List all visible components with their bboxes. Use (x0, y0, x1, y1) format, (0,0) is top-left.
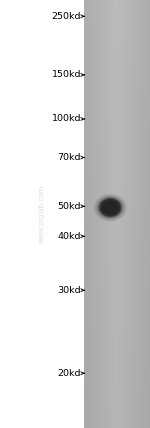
Text: 40kd: 40kd (57, 232, 81, 241)
Ellipse shape (100, 199, 120, 216)
Text: 30kd: 30kd (57, 285, 81, 295)
Text: 20kd: 20kd (57, 369, 81, 378)
Ellipse shape (97, 196, 123, 219)
Ellipse shape (103, 202, 118, 214)
Text: 70kd: 70kd (57, 153, 81, 162)
Ellipse shape (95, 195, 126, 220)
Text: 100kd: 100kd (51, 114, 81, 124)
Text: www.ptglab.com: www.ptglab.com (39, 185, 45, 243)
Text: 50kd: 50kd (57, 202, 81, 211)
Ellipse shape (99, 198, 122, 217)
Text: 250kd: 250kd (51, 12, 81, 21)
Text: 150kd: 150kd (51, 70, 81, 80)
